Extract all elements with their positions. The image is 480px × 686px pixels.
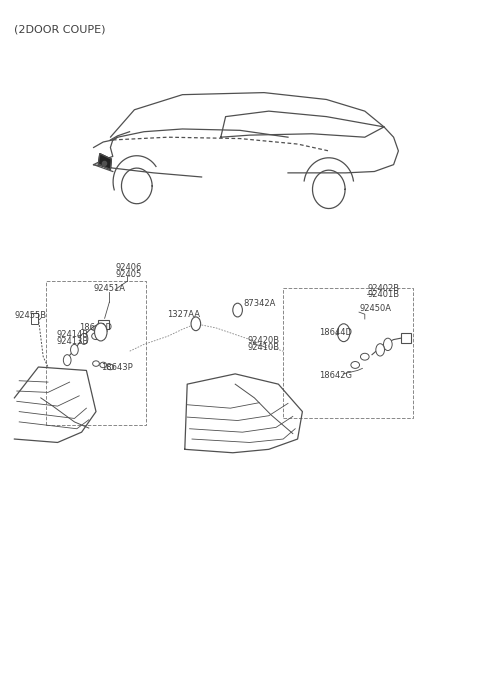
Ellipse shape — [93, 361, 99, 366]
Circle shape — [384, 338, 392, 351]
Text: 92414B: 92414B — [56, 330, 88, 340]
Circle shape — [337, 324, 350, 342]
Text: 92455B: 92455B — [14, 311, 47, 320]
Text: 87342A: 87342A — [243, 298, 275, 308]
Circle shape — [191, 317, 201, 331]
Text: 92420B: 92420B — [248, 336, 280, 346]
Text: (2DOOR COUPE): (2DOOR COUPE) — [14, 24, 106, 34]
Circle shape — [71, 344, 78, 355]
Text: 92413B: 92413B — [56, 337, 88, 346]
Circle shape — [95, 323, 107, 341]
Text: 92451A: 92451A — [94, 283, 125, 293]
FancyBboxPatch shape — [98, 320, 109, 329]
Ellipse shape — [100, 362, 107, 368]
Text: 92402B: 92402B — [367, 283, 399, 293]
Ellipse shape — [107, 364, 114, 370]
Text: 18643P: 18643P — [101, 363, 132, 372]
Text: 92401B: 92401B — [367, 290, 399, 300]
FancyBboxPatch shape — [401, 333, 411, 343]
Text: 1327AA: 1327AA — [167, 309, 200, 319]
Text: 18644D: 18644D — [319, 327, 352, 337]
Circle shape — [80, 333, 88, 344]
Text: 18644D: 18644D — [79, 323, 112, 333]
Circle shape — [63, 355, 71, 366]
Text: 92405: 92405 — [116, 270, 142, 279]
Text: 18642G: 18642G — [319, 371, 352, 381]
FancyBboxPatch shape — [31, 313, 38, 324]
Circle shape — [233, 303, 242, 317]
Ellipse shape — [351, 362, 360, 368]
Polygon shape — [98, 154, 111, 169]
Text: 92450A: 92450A — [359, 304, 391, 314]
Ellipse shape — [92, 333, 100, 340]
Text: 92406: 92406 — [116, 263, 142, 272]
Circle shape — [376, 344, 384, 356]
Text: 92410B: 92410B — [248, 343, 280, 353]
Ellipse shape — [360, 353, 369, 360]
